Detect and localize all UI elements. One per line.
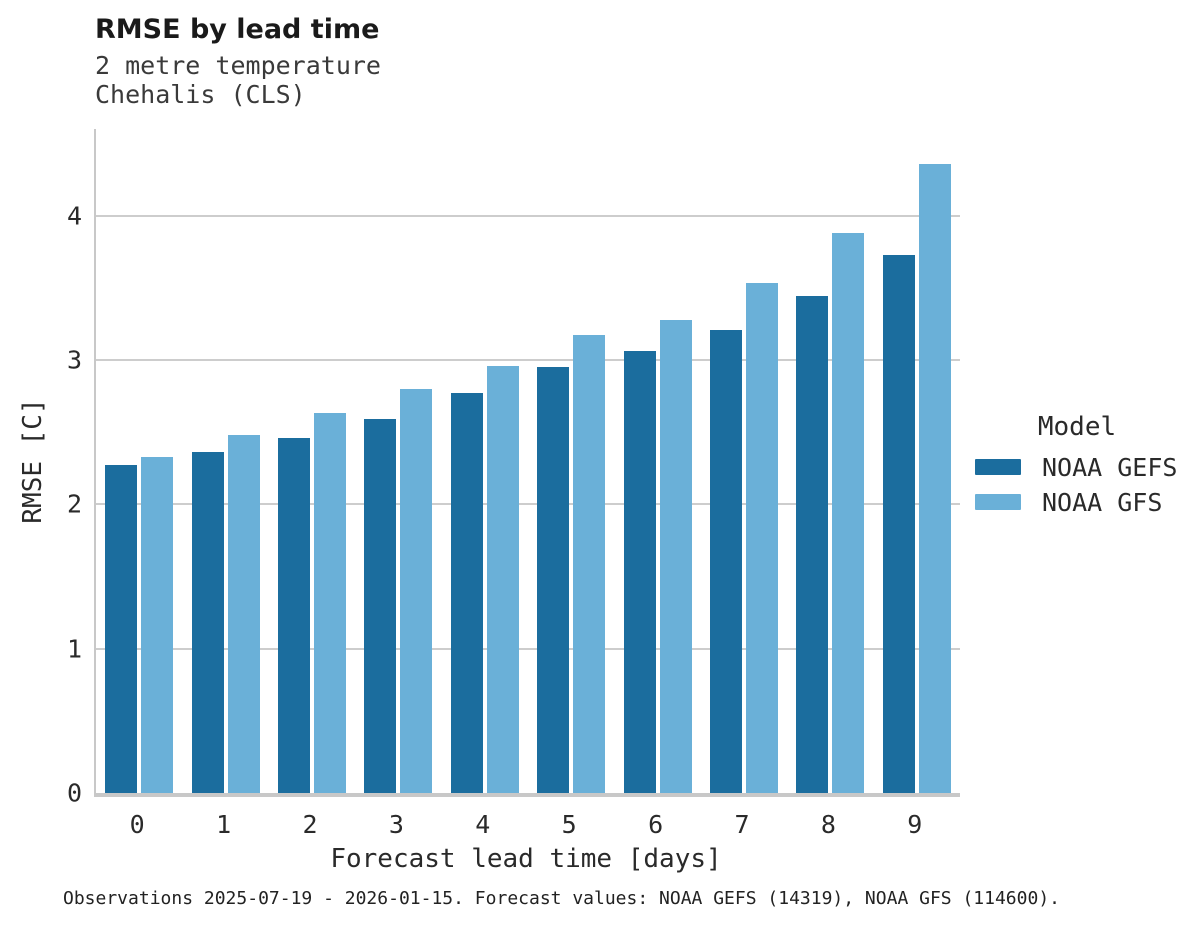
bar-noaa-gefs-lead-0 <box>105 465 138 793</box>
bar-noaa-gfs-lead-4 <box>486 365 519 793</box>
x-tick-2: 2 <box>302 810 318 839</box>
y-tick-3: 3 <box>66 345 82 375</box>
legend-entry-noaa-gefs: NOAA GEFS <box>975 452 1179 482</box>
gridline-3 <box>96 358 960 361</box>
bar-noaa-gefs-lead-4 <box>450 393 483 793</box>
x-tick-3: 3 <box>388 810 404 839</box>
bar-noaa-gfs-lead-3 <box>400 388 433 793</box>
bar-noaa-gfs-lead-0 <box>141 456 174 793</box>
x-tick-1: 1 <box>216 810 232 839</box>
gridline-1 <box>96 647 960 650</box>
y-tick-4: 4 <box>66 201 82 231</box>
bar-noaa-gefs-lead-5 <box>537 367 570 793</box>
x-tick-6: 6 <box>648 810 664 839</box>
bar-noaa-gfs-lead-7 <box>746 283 778 793</box>
gridline-2 <box>96 503 960 506</box>
bar-noaa-gefs-lead-9 <box>882 254 915 793</box>
bar-noaa-gefs-lead-3 <box>364 419 397 793</box>
bar-noaa-gfs-lead-5 <box>573 335 606 793</box>
bar-noaa-gfs-lead-6 <box>659 319 692 793</box>
y-tick-2: 2 <box>66 489 82 519</box>
bar-noaa-gfs-lead-1 <box>227 435 260 793</box>
y-axis-ticks: 0 1 2 3 4 <box>0 129 82 807</box>
bar-noaa-gfs-lead-2 <box>314 413 346 793</box>
y-tick-0: 0 <box>66 778 82 808</box>
x-tick-9: 9 <box>907 810 923 839</box>
chart-subtitle-variable: 2 metre temperature <box>95 51 381 80</box>
legend-swatch-icon <box>975 459 1021 475</box>
x-axis-ticks: 0 1 2 3 4 5 6 7 8 9 <box>94 810 958 842</box>
bar-noaa-gfs-lead-8 <box>832 232 865 793</box>
chart-subtitle-station: Chehalis (CLS) <box>95 80 306 109</box>
gridline-4 <box>96 214 960 217</box>
legend-entry-noaa-gfs: NOAA GFS <box>975 487 1179 517</box>
plot-area <box>94 129 960 797</box>
x-tick-5: 5 <box>561 810 577 839</box>
legend-label: NOAA GFS <box>1042 487 1163 517</box>
x-axis-label: Forecast lead time [days] <box>330 844 722 874</box>
legend-entries: NOAA GEFS NOAA GFS <box>975 452 1179 517</box>
legend: Model NOAA GEFS NOAA GFS <box>975 412 1179 524</box>
legend-label: NOAA GEFS <box>1042 452 1178 482</box>
chart-title: RMSE by lead time <box>95 14 380 45</box>
bar-noaa-gefs-lead-2 <box>278 437 310 793</box>
legend-swatch-icon <box>975 494 1021 510</box>
x-tick-4: 4 <box>475 810 491 839</box>
x-tick-0: 0 <box>129 810 145 839</box>
bar-noaa-gefs-lead-8 <box>796 296 829 793</box>
bar-noaa-gfs-lead-9 <box>918 163 951 793</box>
x-tick-7: 7 <box>734 810 750 839</box>
x-tick-8: 8 <box>820 810 836 839</box>
bar-noaa-gefs-lead-6 <box>623 351 656 793</box>
bar-noaa-gefs-lead-7 <box>710 329 742 793</box>
y-tick-1: 1 <box>66 634 82 664</box>
bar-noaa-gefs-lead-1 <box>191 452 224 793</box>
footer-note: Observations 2025-07-19 - 2026-01-15. Fo… <box>63 888 1060 909</box>
legend-title: Model <box>1037 412 1117 442</box>
